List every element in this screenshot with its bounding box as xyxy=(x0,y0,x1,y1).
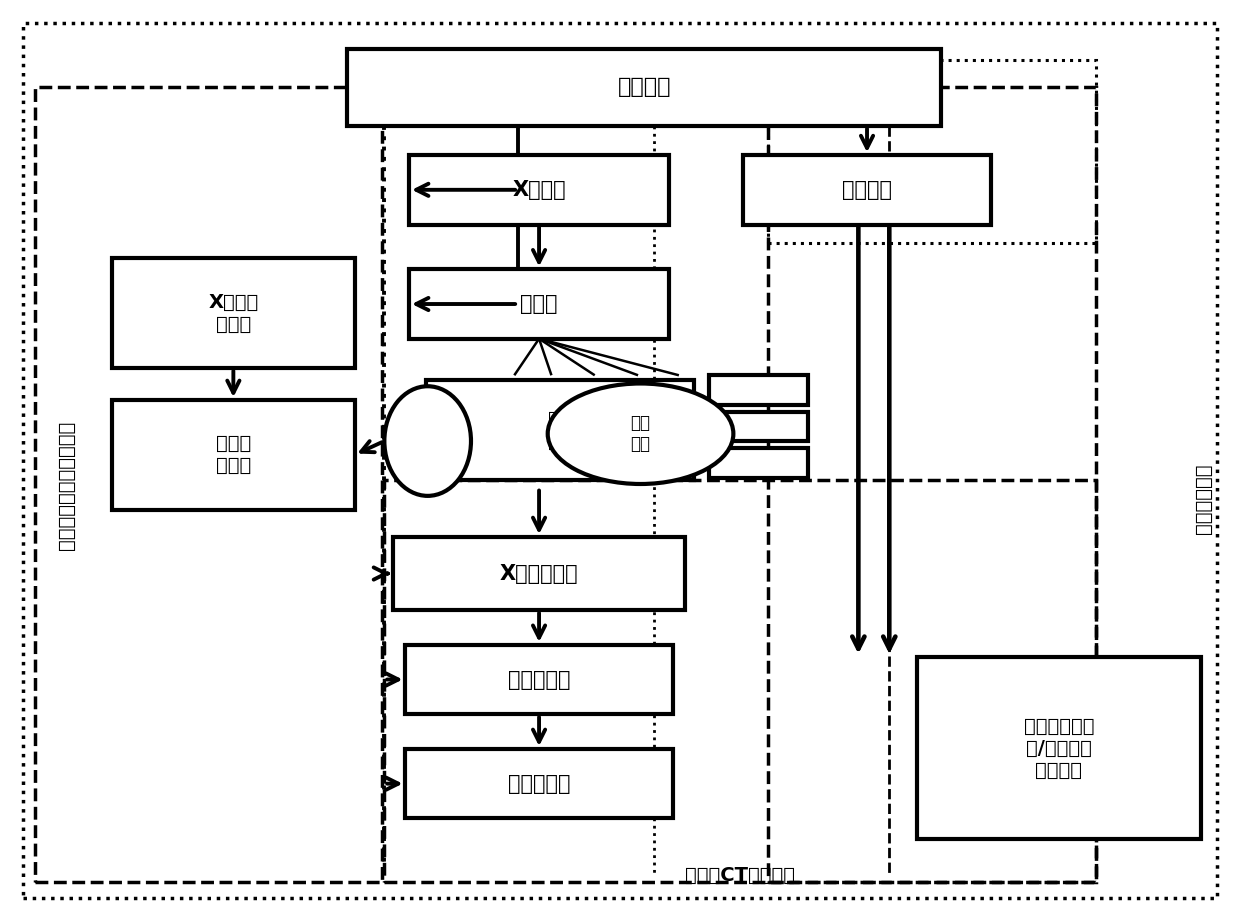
Text: X射线探测器: X射线探测器 xyxy=(499,564,579,584)
FancyBboxPatch shape xyxy=(347,49,942,126)
Text: 深部肿瘤光动
力/放射治疗
联合装置: 深部肿瘤光动 力/放射治疗 联合装置 xyxy=(1023,716,1094,780)
Bar xyxy=(709,375,808,404)
Ellipse shape xyxy=(548,383,733,484)
Text: 治疗
对象: 治疗 对象 xyxy=(549,410,572,450)
Ellipse shape xyxy=(384,386,471,496)
Text: 低剂量CT成像装置: 低剂量CT成像装置 xyxy=(685,866,794,885)
FancyBboxPatch shape xyxy=(409,269,669,339)
Text: 计划系统: 计划系统 xyxy=(843,180,892,199)
Text: 放射治疗装置: 放射治疗装置 xyxy=(1194,463,1213,533)
FancyBboxPatch shape xyxy=(112,400,354,510)
FancyBboxPatch shape xyxy=(426,380,694,480)
FancyBboxPatch shape xyxy=(743,156,991,224)
Text: 肿瘤
组织: 肿瘤 组织 xyxy=(631,414,650,453)
Text: X线激发
光敏剂: X线激发 光敏剂 xyxy=(208,293,259,334)
FancyBboxPatch shape xyxy=(409,156,669,224)
FancyBboxPatch shape xyxy=(393,537,685,610)
FancyBboxPatch shape xyxy=(405,749,673,818)
Text: X射线源: X射线源 xyxy=(512,180,566,199)
FancyBboxPatch shape xyxy=(112,258,354,368)
Bar xyxy=(709,448,808,478)
Text: 数据采集卡: 数据采集卡 xyxy=(508,670,570,690)
FancyBboxPatch shape xyxy=(917,657,1201,839)
Text: 静脉注
射装置: 静脉注 射装置 xyxy=(216,435,252,475)
Text: 控制系统: 控制系统 xyxy=(617,78,672,98)
Text: 数据工作站: 数据工作站 xyxy=(508,774,570,793)
Bar xyxy=(709,412,808,441)
Text: 深部肿瘤光动力治疗装置: 深部肿瘤光动力治疗装置 xyxy=(57,420,76,550)
FancyBboxPatch shape xyxy=(405,645,673,715)
Text: 准直器: 准直器 xyxy=(520,294,558,314)
